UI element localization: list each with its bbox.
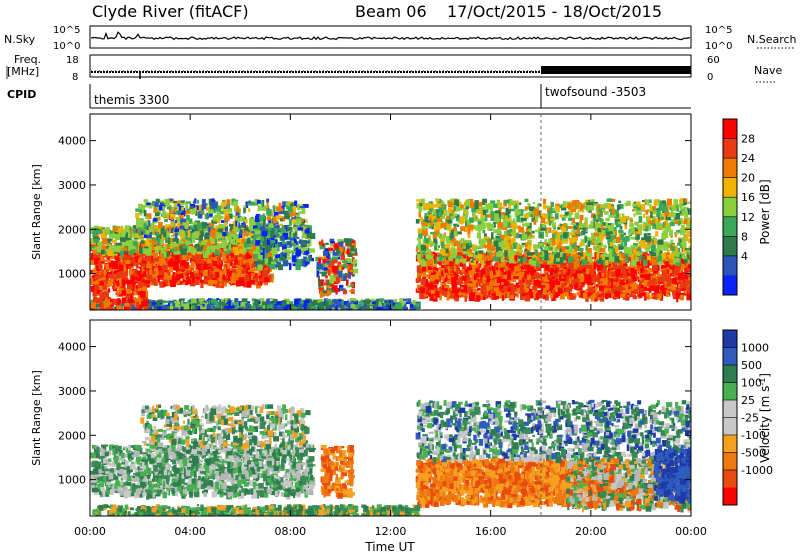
colorbar-tick-label: -100 [741,429,766,442]
colorbar-tick-label: 1000 [741,342,769,355]
range-tick-label: 2000 [58,429,86,442]
colorbar-tick-label: -500 [741,447,766,460]
time-tick-label: 12:00 [375,525,407,538]
range-tick-label: 3000 [58,179,86,192]
colorbar-tick-label: 12 [741,211,755,224]
colorbar-tick-label: 16 [741,191,755,204]
time-axis-label: Time UT [364,540,415,554]
station-title: Clyde River (fitACF) [92,2,249,21]
nave-tick-bottom: 0 [707,72,713,83]
velocity-colorbar: 1000 500 100 25 -25 -100 -500 -1000 [722,329,773,506]
nsky-trace [90,31,691,41]
cpid-2: twofsound -3503 [545,85,646,99]
freq-tick-top: 18 [66,55,79,66]
nsky-label: N.Sky [4,33,36,46]
nsky-tick-top: 10^5 [53,25,80,36]
power-colorbar-label: Power [dB] [758,179,772,244]
range-tick-label: 1000 [58,268,86,281]
range-tick-label: 2000 [58,223,86,236]
date-range: 17/Oct/2015 - 18/Oct/2015 [447,2,662,21]
freq-panel: Freq. [MHz] 18 8 60 0 Nave [6,53,782,83]
freq-tick-bottom: 8 [72,72,78,83]
nsearch-label: N.Search [747,33,797,46]
colorbar-tick-label: 500 [741,359,762,372]
nave-block [541,66,691,74]
freq-unit: [MHz] [7,65,39,78]
time-tick-label: 20:00 [575,525,607,538]
colorbar-tick-label: -1000 [741,464,773,477]
time-tick-label: 16:00 [475,525,507,538]
colorbar-tick-label: 24 [741,152,755,165]
velocity-ylabel: Slant Range [km] [30,370,43,466]
time-tick-label: 00:00 [74,525,106,538]
colorbar-tick-label: 28 [741,133,755,146]
power-panel: 1000 2000 3000 4000 Slant Range [km] [30,113,692,311]
range-tick-label: 4000 [58,341,86,354]
velocity-colorbar-label: Velocity [m s-1] [758,373,773,463]
range-tick-label: 4000 [58,135,86,148]
nsearch-tick-bottom: 10^0 [705,41,732,52]
colorbar-tick-label: -25 [741,412,759,425]
colorbar-tick-label: 4 [741,250,748,263]
colorbar-tick-label: 25 [741,394,755,407]
time-tick-label: 08:00 [274,525,306,538]
time-axis: 00:00 04:00 08:00 12:00 16:00 20:00 00:00 [74,114,707,538]
cpid-label: CPID [7,88,36,101]
cpid-1: themis 3300 [94,93,169,107]
range-tick-label: 3000 [58,385,86,398]
cpid-panel: CPID themis 3300 twofsound -3503 [7,84,691,109]
beam-label: Beam 06 [355,2,427,21]
nsearch-tick-top: 10^5 [705,25,732,36]
time-tick-label: 00:00 [675,525,707,538]
freq-label: Freq. [14,53,41,66]
nsky-panel: N.Sky 10^5 10^0 10^5 10^0 N.Search [4,25,797,52]
nave-label: Nave [754,64,782,77]
range-tick-label: 1000 [58,474,86,487]
colorbar-tick-label: 8 [741,230,748,243]
nsky-tick-bottom: 10^0 [53,41,80,52]
colorbar-tick-label: 20 [741,172,755,185]
nave-tick-top: 60 [707,55,720,66]
time-tick-label: 04:00 [174,525,206,538]
velocity-panel: 1000 2000 3000 4000 Slant Range [km] [30,319,692,517]
power-ylabel: Slant Range [km] [30,164,43,260]
power-colorbar: 28 24 20 16 12 8 4 [722,118,755,296]
colorbar-tick-label: 100 [741,377,762,390]
